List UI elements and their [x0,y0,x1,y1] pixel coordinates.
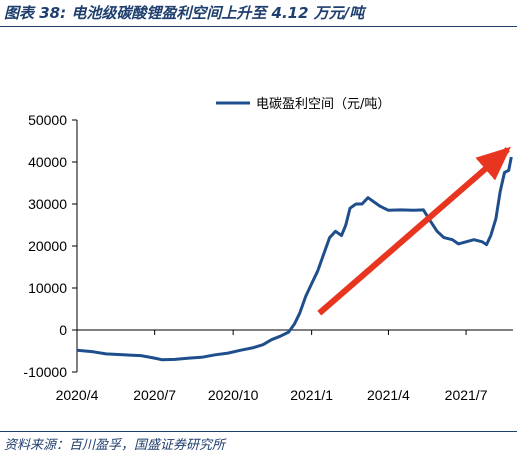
y-tick-label: 40000 [28,154,67,170]
series-layer [76,156,513,362]
source-note: 资料来源：百川盈孚，国盛证券研究所 [4,438,226,453]
y-tick-label: 0 [59,322,67,338]
figure-title: 图表 38: 电池级碳酸锂盈利空间上升至 4.12 万元/吨 [4,4,365,22]
y-tick-label: 10000 [28,280,67,296]
legend: 电碳盈利空间（元/吨） [216,97,390,112]
x-tick-label: 2021/1 [290,387,333,403]
series-line [76,156,513,362]
legend-label: 电碳盈利空间（元/吨） [256,97,390,112]
title-rule [0,26,517,27]
annotation-layer [317,146,511,316]
x-tick-label: 2021/7 [445,387,488,403]
x-tick-label: 2021/4 [367,387,410,403]
x-tick-label: 2020/4 [56,387,99,403]
y-tick-label: 20000 [28,238,67,254]
x-tick-label: 2020/7 [133,387,176,403]
trend-arrow [317,146,511,316]
y-tick-label: 50000 [28,112,67,128]
y-tick-label: 30000 [28,196,67,212]
source-rule [0,431,517,432]
y-tick-label: -10000 [23,364,67,380]
x-tick-label: 2020/10 [208,387,259,403]
axes: -10000 0 10000 20000 30000 40000 50000 2020/4 20… [23,112,513,403]
